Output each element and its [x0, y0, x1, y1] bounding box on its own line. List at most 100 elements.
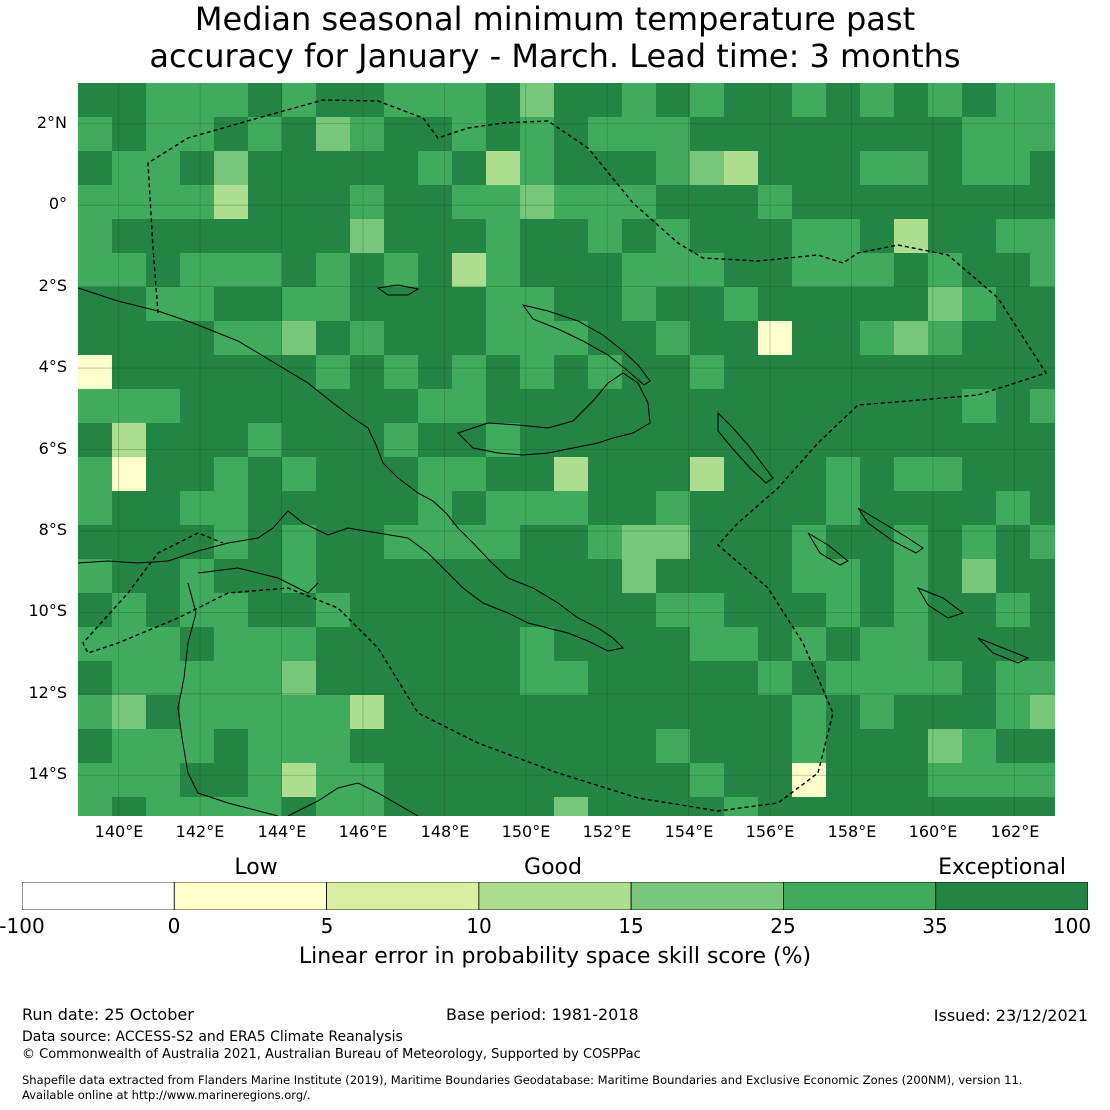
skill-cell — [996, 661, 1030, 695]
skill-cell — [622, 83, 656, 117]
skill-cell — [452, 117, 486, 151]
colorbar-segment — [478, 882, 632, 910]
skill-cell — [996, 491, 1030, 525]
skill-cell — [826, 253, 860, 287]
x-tick-label: 156°E — [745, 822, 795, 841]
skill-cell — [724, 287, 758, 321]
y-tick-label: 10°S — [28, 601, 67, 620]
skill-cell — [180, 117, 214, 151]
colorbar-segment — [326, 882, 480, 910]
skill-cell — [146, 185, 180, 219]
skill-cell — [656, 525, 690, 559]
skill-cell — [792, 695, 826, 729]
skill-cell — [384, 253, 418, 287]
skill-cell — [996, 83, 1030, 117]
skill-cell — [452, 355, 486, 389]
skill-cell — [962, 151, 996, 185]
skill-cell — [452, 389, 486, 423]
issued-date: Issued: 23/12/2021 — [933, 1006, 1088, 1025]
y-tick-label: 4°S — [38, 357, 67, 376]
x-tick-label: 162°E — [990, 822, 1040, 841]
skill-cell — [1030, 83, 1055, 117]
cape-york-coastline — [177, 582, 419, 816]
skill-cell — [112, 627, 146, 661]
run-date: Run date: 25 October — [22, 1005, 194, 1024]
skill-cell — [486, 321, 520, 355]
skill-cell — [962, 525, 996, 559]
skill-cell — [792, 219, 826, 253]
skill-cell — [894, 627, 928, 661]
skill-cell — [826, 219, 860, 253]
skill-cell — [248, 729, 282, 763]
skill-cell — [418, 151, 452, 185]
skill-cell — [996, 695, 1030, 729]
skill-cell — [928, 457, 962, 491]
skill-cell — [146, 117, 180, 151]
colorbar-tick-label: 25 — [770, 914, 796, 938]
skill-cell — [418, 491, 452, 525]
skill-cell — [894, 661, 928, 695]
skill-cell — [350, 117, 384, 151]
skill-cell — [248, 117, 282, 151]
skill-cell — [962, 117, 996, 151]
skill-cell — [78, 763, 112, 797]
skill-cell — [146, 389, 180, 423]
skill-cell — [996, 593, 1030, 627]
skill-cell — [180, 491, 214, 525]
png-eez-boundary — [82, 99, 1048, 812]
skill-cell — [690, 627, 724, 661]
skill-cell — [112, 389, 146, 423]
base-period: Base period: 1981-2018 — [446, 1005, 639, 1024]
skill-cell — [928, 83, 962, 117]
skill-cell — [724, 797, 758, 816]
skill-cell — [894, 457, 928, 491]
torres-strait-coastline — [197, 567, 319, 594]
skill-cell — [792, 253, 826, 287]
skill-cell — [554, 491, 588, 525]
skill-cell — [486, 525, 520, 559]
skill-cell — [928, 321, 962, 355]
skill-cell — [860, 661, 894, 695]
x-tick-label: 140°E — [94, 822, 144, 841]
skill-cell — [758, 321, 792, 355]
skill-cell — [894, 593, 928, 627]
skill-cell — [350, 797, 384, 816]
skill-cell — [690, 355, 724, 389]
skill-cell — [588, 525, 622, 559]
skill-cell — [78, 355, 112, 389]
skill-cell — [350, 695, 384, 729]
skill-cell — [486, 219, 520, 253]
skill-cell — [112, 729, 146, 763]
skill-cell — [622, 287, 656, 321]
data-source: Data source: ACCESS-S2 and ERA5 Climate … — [22, 1029, 403, 1045]
skill-cell — [996, 117, 1030, 151]
skill-cell — [520, 355, 554, 389]
x-tick-label: 158°E — [827, 822, 877, 841]
skill-cell — [384, 525, 418, 559]
skill-cell — [690, 763, 724, 797]
new-guinea-coastline — [78, 287, 625, 652]
skill-cell — [78, 253, 112, 287]
skill-cell — [180, 287, 214, 321]
skill-cell — [180, 253, 214, 287]
skill-cell — [112, 423, 146, 457]
skill-cell — [350, 185, 384, 219]
skill-cell — [214, 695, 248, 729]
skill-cell — [214, 661, 248, 695]
skill-cell — [316, 763, 350, 797]
skill-cells — [78, 83, 1055, 816]
copyright: © Commonwealth of Australia 2021, Austra… — [22, 1047, 641, 1062]
skill-cell — [112, 151, 146, 185]
skill-cell — [894, 525, 928, 559]
y-tick-label: 12°S — [28, 683, 67, 702]
skill-cell — [792, 559, 826, 593]
skill-cell — [996, 219, 1030, 253]
skill-cell — [146, 287, 180, 321]
skill-cell — [214, 253, 248, 287]
skill-cell — [282, 763, 316, 797]
colorbar-tick-label: 35 — [922, 914, 948, 938]
skill-cell — [180, 83, 214, 117]
skill-cell — [1030, 117, 1055, 151]
skill-cell — [1030, 253, 1055, 287]
skill-cell — [486, 287, 520, 321]
